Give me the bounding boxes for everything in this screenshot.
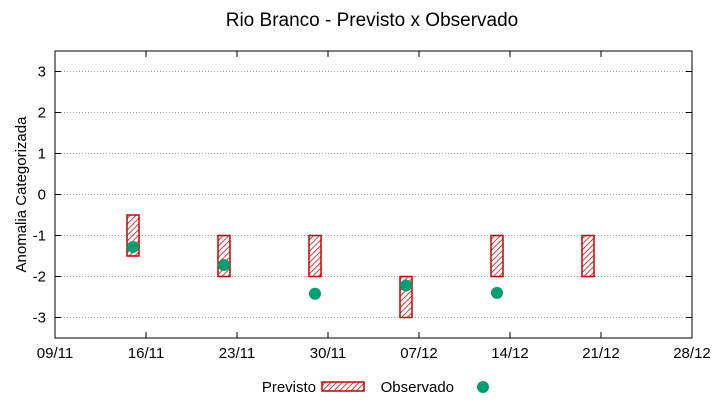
grid [55,71,692,318]
x-tick-label: 09/11 [37,345,73,362]
observado-point [491,286,503,299]
legend-swatch-previsto [321,381,365,392]
y-tick-label: -1 [33,228,46,245]
previsto-box [581,234,595,278]
chart-marks [126,214,595,319]
y-tick-label: 1 [38,146,46,163]
y-axis-label: Anomalia Categorizada [13,116,30,273]
y-tick-label: 3 [38,64,46,81]
plot-frame [54,50,693,339]
observado-point [218,259,230,272]
legend-label-observado: Observado [381,379,454,396]
y-tick-label: -2 [33,269,46,286]
x-tick-label: 23/11 [219,345,255,362]
x-tick-label: 30/11 [310,345,346,362]
observado-point [127,240,139,253]
y-tick-label: -3 [33,310,46,327]
previsto-box [308,234,322,278]
chart-title: Rio Branco - Previsto x Observado [226,10,519,31]
axes: -3 -2 -1 0 1 2 3 09/11 16/11 23/11 30/11 07/12 14/12… [33,50,711,362]
x-tick-label: 14/12 [491,345,529,362]
legend-swatch-observado [477,381,489,393]
x-tick-label: 16/11 [128,345,164,362]
x-tick-label: 21/12 [582,345,620,362]
legend: Previsto Observado [262,379,489,396]
previsto-box [490,234,504,278]
observado-point [400,279,412,292]
x-tick-label: 07/12 [400,345,438,362]
y-tick-label: 2 [38,105,46,122]
observado-point [309,287,321,300]
x-tick-label: 28/12 [673,345,711,362]
y-tick-label: 0 [38,187,46,204]
legend-label-previsto: Previsto [262,379,316,396]
